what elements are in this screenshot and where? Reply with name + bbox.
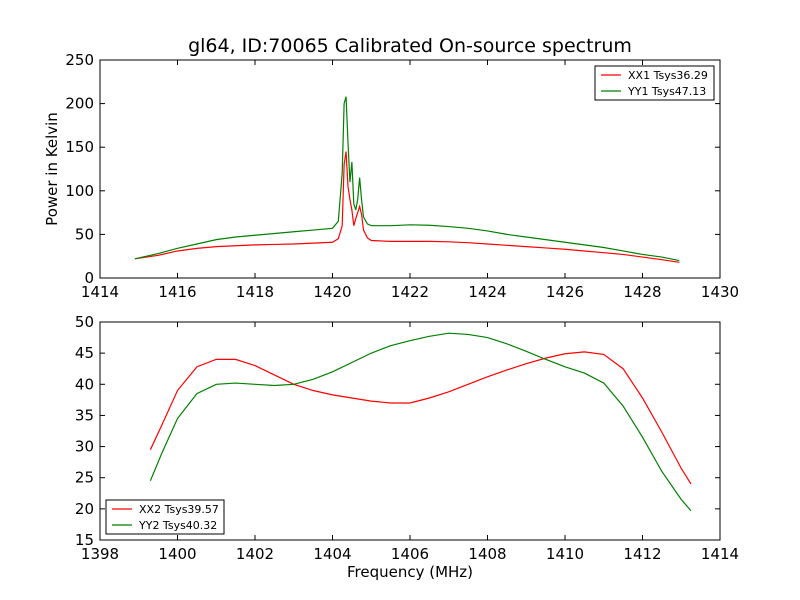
y-axis-label: Power in Kelvin (43, 112, 61, 226)
series-line-yy (134, 96, 680, 262)
y-tick-label: 45 (75, 344, 94, 362)
series-line-yy (149, 332, 692, 512)
chart-title: gl64, ID:70065 Calibrated On-source spec… (188, 35, 632, 57)
x-tick-label: 1418 (236, 283, 274, 301)
y-tick-label: 50 (75, 225, 94, 243)
x-tick-label: 1398 (81, 545, 119, 563)
x-tick-label: 1424 (468, 283, 506, 301)
y-tick-label: 15 (75, 531, 94, 549)
x-axis-label: Frequency (MHz) (347, 563, 473, 581)
y-tick-label: 40 (75, 375, 94, 393)
x-tick-label: 1426 (546, 283, 584, 301)
y-tick-label: 100 (65, 182, 94, 200)
legend-label: XX2 Tsys39.57 (139, 503, 219, 516)
x-tick-label: 1428 (623, 283, 661, 301)
y-tick-label: 35 (75, 406, 94, 424)
legend-box (594, 65, 715, 101)
x-tick-label: 1404 (313, 545, 351, 563)
x-tick-label: 1430 (701, 283, 739, 301)
x-tick-label: 1416 (158, 283, 196, 301)
y-tick-label: 20 (75, 500, 94, 518)
y-tick-label: 250 (65, 51, 94, 69)
x-tick-label: 1402 (236, 545, 274, 563)
y-tick-label: 200 (65, 95, 94, 113)
x-tick-label: 1414 (701, 545, 739, 563)
x-tick-label: 1410 (546, 545, 584, 563)
x-tick-label: 1422 (391, 283, 429, 301)
x-tick-label: 1414 (81, 283, 119, 301)
legend-label: YY1 Tsys47.13 (627, 85, 706, 98)
top-chart: 1414 1416 1418 1420 1422 1424 1426 1428 1430 0 50 1… (43, 35, 739, 301)
legend-label: YY2 Tsys40.32 (138, 519, 217, 532)
y-tick-label: 25 (75, 469, 94, 487)
legend: XX1 Tsys36.29 YY1 Tsys47.13 (594, 65, 715, 101)
y-tick-label: 50 (75, 313, 94, 331)
x-tick-label: 1420 (313, 283, 351, 301)
legend: XX2 Tsys39.57 YY2 Tsys40.32 (105, 499, 225, 535)
x-tick-label: 1408 (468, 545, 506, 563)
y-tick-label: 150 (65, 138, 94, 156)
y-tick-label: 30 (75, 438, 94, 456)
x-tick-label: 1412 (623, 545, 661, 563)
legend-box (105, 499, 225, 535)
series-line-xx (134, 151, 680, 263)
x-tick-label: 1406 (391, 545, 429, 563)
y-tick-label: 0 (84, 269, 94, 287)
bottom-chart: 1398 1400 1402 1404 1406 1408 1410 1412 1414 15 20… (75, 313, 739, 581)
legend-label: XX1 Tsys36.29 (628, 69, 708, 82)
series-line-xx (149, 351, 692, 485)
x-tick-label: 1400 (158, 545, 196, 563)
